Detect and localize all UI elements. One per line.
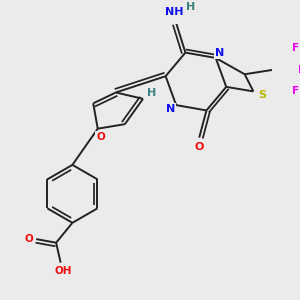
Text: O: O [96,132,105,142]
Text: H: H [147,88,157,98]
Text: N: N [166,104,175,114]
Text: F: F [298,65,300,75]
Text: OH: OH [55,266,72,276]
Text: NH: NH [165,7,184,17]
Text: F: F [292,86,299,96]
Text: O: O [25,234,33,244]
Text: S: S [258,90,266,100]
Text: N: N [215,47,224,58]
Text: H: H [186,2,196,12]
Text: F: F [292,43,299,53]
Text: O: O [194,142,204,152]
